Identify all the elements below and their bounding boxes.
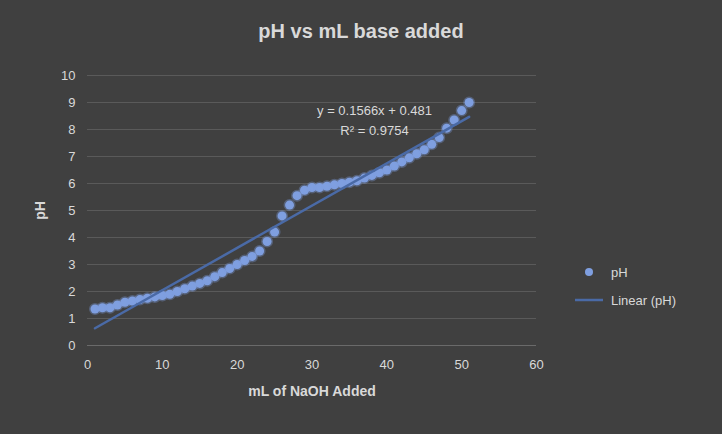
svg-text:0: 0 [84,357,91,372]
svg-text:0: 0 [68,338,75,353]
svg-text:60: 60 [529,357,543,372]
svg-text:9: 9 [68,95,75,110]
svg-text:y = 0.1566x + 0.481: y = 0.1566x + 0.481 [317,103,432,118]
svg-text:10: 10 [61,68,75,83]
svg-text:pH: pH [32,201,48,220]
svg-text:5: 5 [68,203,75,218]
html-text:pH: pH [611,264,628,280]
html-text:Linear (pH): Linear (pH) [611,292,676,308]
svg-text:2: 2 [68,284,75,299]
svg-text:50: 50 [454,357,468,372]
svg-text:6: 6 [68,176,75,191]
svg-text:1: 1 [68,311,75,326]
svg-text:7: 7 [68,149,75,164]
html-text:pH vs mL base added: pH vs mL base added [258,20,464,42]
svg-text:20: 20 [230,357,244,372]
svg-text:40: 40 [380,357,394,372]
svg-text:8: 8 [68,122,75,137]
svg-text:3: 3 [68,257,75,272]
svg-text:10: 10 [155,357,169,372]
svg-text:30: 30 [305,357,319,372]
svg-text:R² = 0.9754: R² = 0.9754 [340,123,408,138]
svg-text:4: 4 [68,230,75,245]
svg-text:mL of NaOH Added: mL of NaOH Added [248,383,376,399]
